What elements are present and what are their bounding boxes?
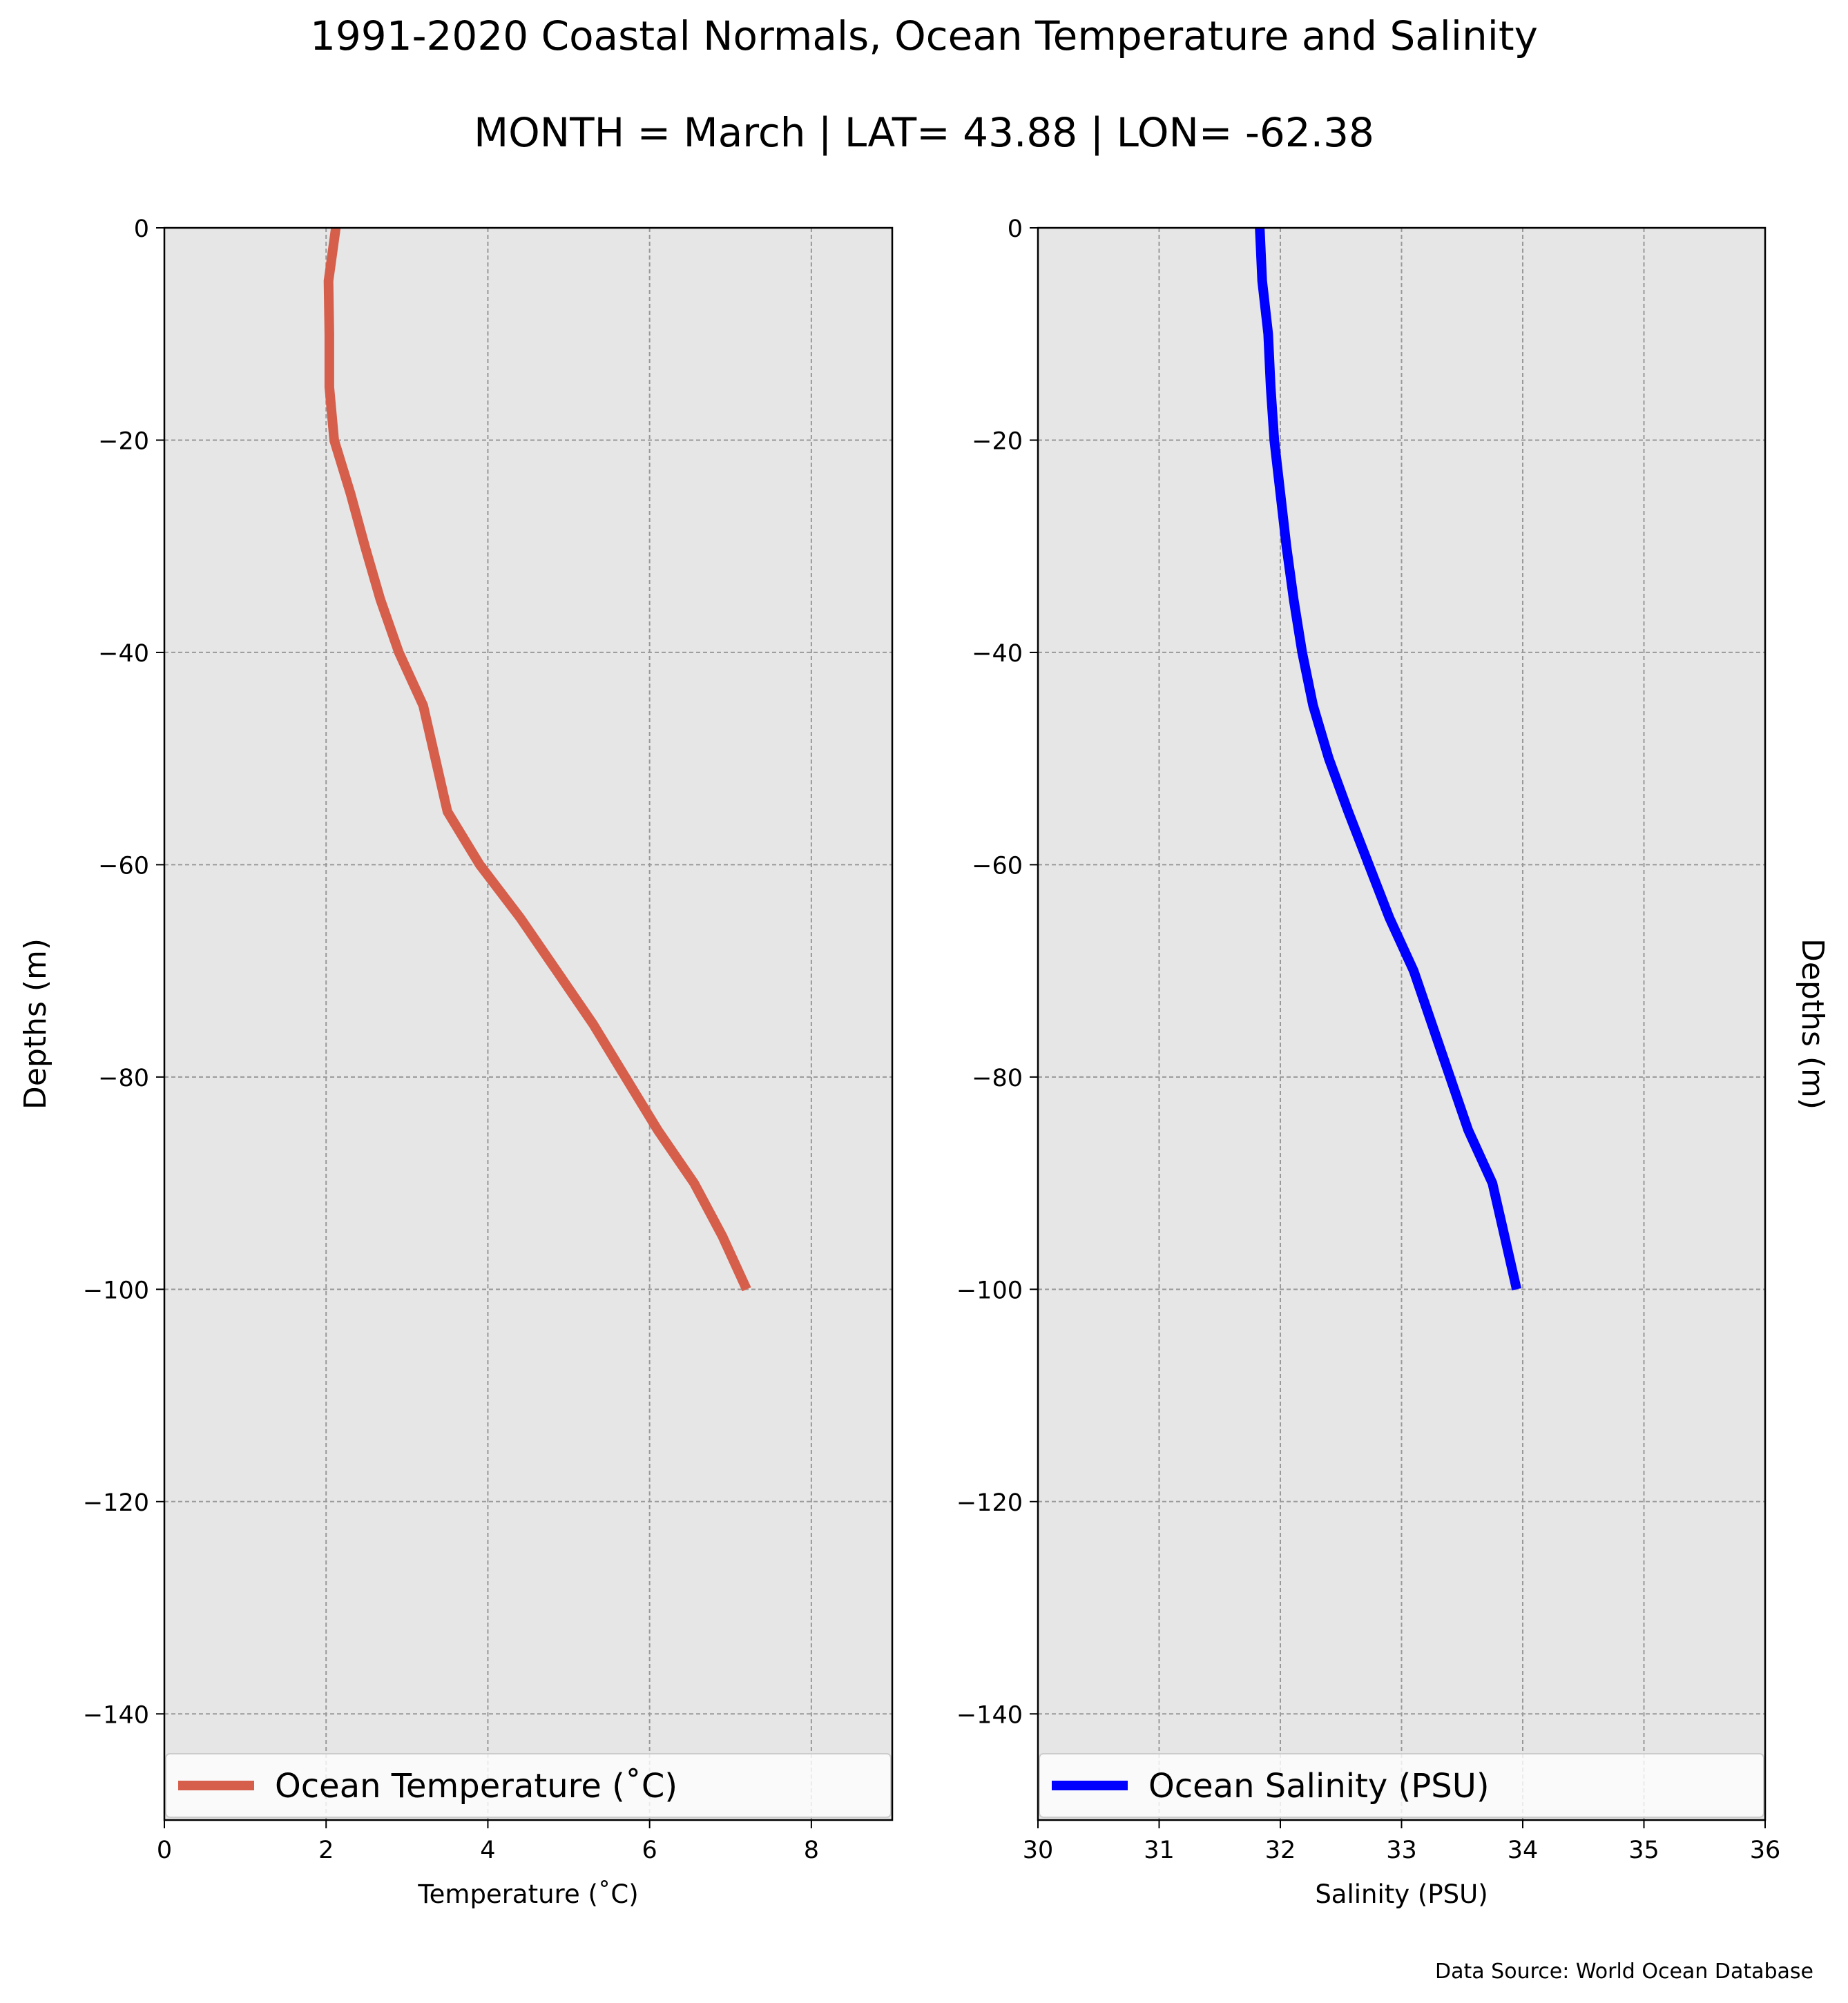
series-line-salinity	[1255, 227, 1522, 1290]
y-axis-label: Depths (m)	[18, 938, 53, 1110]
x-tick-label: 35	[1628, 1837, 1659, 1864]
plot-area	[164, 228, 892, 1820]
x-tick-label: 2	[318, 1837, 334, 1864]
chart-title: 1991-2020 Coastal Normals, Ocean Tempera…	[310, 12, 1538, 59]
legend-box	[1039, 1753, 1764, 1818]
y-tick-label: −40	[972, 640, 1023, 668]
y-tick-label: −140	[83, 1701, 149, 1729]
panel-temperature: Ocean Temperature (˚C) 0 2 4 6 8 0 −20 −40 −60 −80…	[18, 215, 894, 1909]
legend-label: Ocean Temperature (˚C)	[275, 1767, 677, 1806]
x-tick-label: 34	[1508, 1837, 1539, 1864]
y-tick-label: −140	[956, 1701, 1023, 1729]
y-tick-label: −120	[83, 1489, 149, 1517]
x-tick-label: 0	[157, 1837, 172, 1864]
y-tick-label: −80	[972, 1065, 1023, 1092]
series-line-temperature	[323, 227, 751, 1292]
x-tick-label: 36	[1750, 1837, 1781, 1864]
x-axis-label: Temperature (˚C)	[417, 1879, 638, 1909]
y-tick-label: −60	[98, 852, 149, 880]
y-tick-label: −120	[956, 1489, 1023, 1517]
x-tick-label: 31	[1144, 1837, 1175, 1864]
x-tick-label: 30	[1023, 1837, 1054, 1864]
data-source-note: Data Source: World Ocean Database	[1435, 1960, 1813, 1984]
y-tick-label: −20	[98, 427, 149, 455]
y-tick-label: −80	[98, 1065, 149, 1092]
x-tick-label: 4	[480, 1837, 495, 1864]
y-tick-label: −40	[98, 640, 149, 668]
y-tick-label: 0	[134, 215, 149, 243]
plot-frame	[163, 226, 894, 1821]
legend-box	[165, 1753, 892, 1818]
y-tick-label: −20	[972, 427, 1023, 455]
y-axis-label: Depths (m)	[1795, 938, 1830, 1110]
x-tick-label: 8	[804, 1837, 819, 1864]
y-tick-label: 0	[1008, 215, 1023, 243]
legend-label: Ocean Salinity (PSU)	[1148, 1767, 1490, 1806]
x-tick-label: 33	[1386, 1837, 1417, 1864]
panel-salinity: Ocean Salinity (PSU) 30 31 32 33 34 35 36 0 −20 −4…	[956, 215, 1830, 1909]
x-tick-label: 6	[642, 1837, 657, 1864]
y-tick-label: −100	[956, 1277, 1023, 1304]
y-tick-label: −60	[972, 852, 1023, 880]
y-tick-label: −100	[83, 1277, 149, 1304]
chart-subtitle: MONTH = March | LAT= 43.88 | LON= -62.38	[474, 109, 1374, 156]
x-tick-label: 32	[1265, 1837, 1296, 1864]
x-axis-label: Salinity (PSU)	[1315, 1879, 1488, 1909]
